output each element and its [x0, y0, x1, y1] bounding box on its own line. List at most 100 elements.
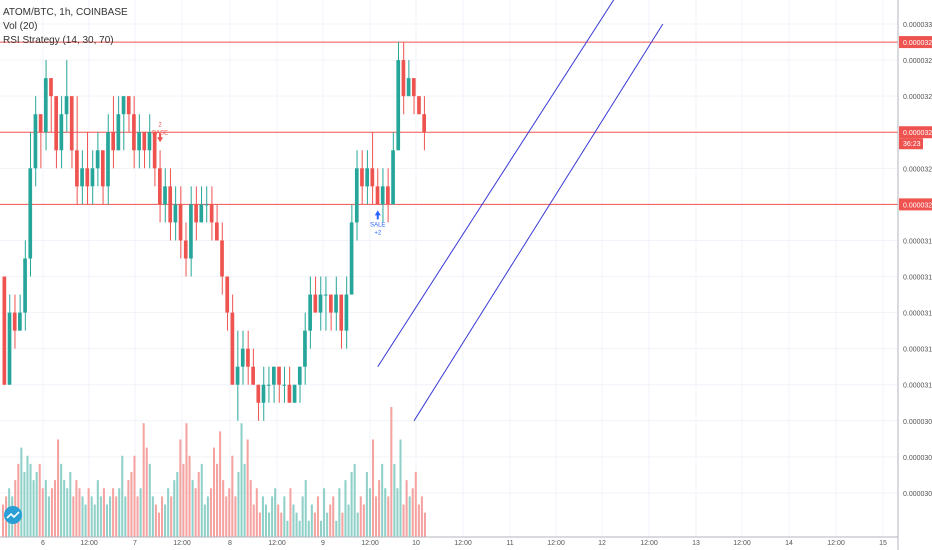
candle-body: [396, 60, 401, 151]
candle-body: [375, 186, 380, 205]
candle-body: [220, 240, 224, 277]
volume-bar: [194, 488, 197, 537]
candle-body: [266, 384, 271, 386]
candle-body: [334, 294, 338, 313]
volume-bar: [53, 480, 57, 537]
volume-bar: [203, 504, 206, 537]
candle-body: [251, 366, 255, 385]
candle-body: [85, 168, 90, 187]
candle-body: [132, 114, 136, 151]
candle-body: [90, 168, 95, 187]
symbol-title[interactable]: ATOM/BTC, 1h, COINBASE: [3, 7, 128, 18]
time-tick-label: 6: [41, 540, 45, 547]
candle-body: [126, 96, 131, 115]
volume-bar: [32, 480, 35, 537]
volume-bar: [20, 447, 23, 537]
volume-bar: [151, 496, 154, 537]
chart-legend: ATOM/BTC, 1h, COINBASE Vol (20) RSI Stra…: [3, 6, 128, 48]
candle-body: [386, 186, 390, 205]
volume-bar: [133, 455, 136, 537]
candle-body: [199, 204, 204, 223]
volume-bar: [99, 496, 102, 537]
countdown-badge: [899, 138, 923, 150]
volume-bar: [41, 488, 44, 537]
candle-body: [106, 132, 110, 187]
candle-body: [152, 132, 157, 169]
candle-body: [365, 168, 369, 187]
candle-body: [406, 78, 411, 97]
strategy-label[interactable]: RSI Strategy (14, 30, 70): [3, 35, 114, 46]
candle-body: [183, 240, 188, 259]
volume-bar: [301, 496, 304, 537]
price-line-value: 0.0000324: [903, 130, 932, 137]
candle-body: [230, 312, 235, 385]
volume-bar: [157, 512, 160, 537]
volume-bar: [286, 520, 289, 537]
time-tick-label: 10: [412, 540, 420, 547]
volume-bar: [387, 496, 390, 537]
candle-body: [417, 96, 421, 115]
candle-body: [256, 384, 261, 403]
volume-bar: [310, 504, 313, 537]
volume-bar: [234, 496, 237, 537]
candle-body: [18, 312, 22, 331]
volume-bar: [338, 488, 341, 537]
time-tick-label: 7: [133, 540, 137, 547]
volume-bar: [313, 512, 316, 537]
candle-body: [168, 186, 173, 223]
candle-body: [354, 168, 359, 223]
tradingview-logo-icon[interactable]: [4, 506, 22, 524]
volume-bar: [231, 455, 234, 537]
candle-body: [189, 204, 193, 259]
volume-bar: [271, 496, 274, 537]
volume-bar: [112, 488, 115, 537]
volume-bar: [396, 488, 399, 537]
volume-bar: [332, 496, 335, 537]
candle-body: [246, 348, 250, 367]
candle-body: [33, 114, 38, 169]
time-tick-label: 12:00: [173, 540, 191, 547]
volume-bar: [280, 512, 283, 537]
candle-body: [12, 312, 17, 331]
countdown-label: 36:23: [903, 141, 921, 148]
time-tick-label: 11: [506, 540, 513, 547]
time-axis[interactable]: 6 12:00 7 12:00 8 12:00 9 12:00 10 12:00 11 12:00 12…: [0, 536, 898, 547]
volume-bar: [365, 472, 368, 537]
candle-body: [261, 384, 266, 403]
volume-bar: [255, 488, 258, 537]
price-tick-label: 0.0000328: [903, 58, 932, 65]
volume-bar: [298, 520, 301, 537]
volume-indicator-label[interactable]: Vol (20): [3, 21, 38, 32]
signal-markers: SALE+22BASE: [152, 122, 385, 236]
volume-bar: [2, 504, 5, 537]
candle-body: [121, 96, 126, 115]
price-tick-label: 0.0000312: [903, 347, 932, 354]
buy-signal-label: SALE: [370, 222, 385, 228]
candle-body: [28, 168, 33, 259]
volume-bar: [261, 496, 264, 537]
volume-bar: [405, 480, 408, 537]
volume-bar: [289, 488, 292, 537]
candle-body: [235, 366, 240, 385]
candle-body: [422, 114, 426, 133]
candle-body: [292, 384, 297, 403]
volume-bar: [283, 496, 286, 537]
volume-bar: [148, 463, 151, 537]
volume-bar: [240, 423, 243, 537]
volume-bar: [359, 496, 362, 537]
chart-grid: [0, 0, 898, 537]
volume-bar: [35, 472, 38, 537]
volume-bar: [115, 496, 118, 537]
candle-body: [7, 312, 12, 385]
volume-bar: [121, 455, 124, 537]
candle-body: [308, 294, 312, 331]
volume-bar: [417, 504, 420, 537]
volume-bar: [81, 496, 84, 537]
candle-body: [69, 96, 74, 151]
candle-body: [80, 168, 84, 187]
volume-bar: [222, 480, 225, 537]
